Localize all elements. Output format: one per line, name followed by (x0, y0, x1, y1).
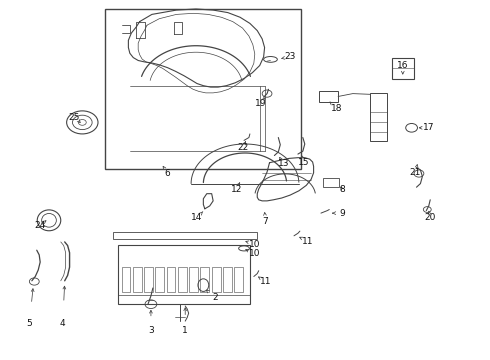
Text: 10: 10 (249, 240, 261, 248)
Bar (144, 267, 153, 292)
Text: 8: 8 (339, 185, 345, 194)
Text: 2: 2 (213, 292, 219, 302)
Text: 22: 22 (237, 143, 248, 152)
Text: 1: 1 (182, 326, 188, 335)
Text: 12: 12 (230, 185, 242, 194)
Text: 24: 24 (35, 220, 46, 230)
Text: 17: 17 (423, 123, 435, 132)
Bar (167, 267, 175, 292)
Bar (392, 58, 414, 79)
Text: 9: 9 (339, 209, 345, 217)
Text: 7: 7 (263, 217, 269, 226)
Bar (212, 267, 220, 292)
Bar (155, 267, 164, 292)
Text: 6: 6 (165, 169, 171, 178)
Bar (105, 9, 301, 169)
Text: 11: 11 (302, 237, 314, 246)
Text: 23: 23 (284, 53, 296, 62)
Bar (234, 267, 243, 292)
Text: 3: 3 (148, 326, 154, 335)
Text: 21: 21 (410, 168, 421, 177)
Text: 20: 20 (424, 213, 436, 222)
Text: 16: 16 (397, 61, 409, 70)
Text: 5: 5 (26, 319, 32, 328)
Text: 19: 19 (255, 99, 267, 108)
Bar (319, 91, 338, 102)
Text: 13: 13 (277, 159, 289, 168)
Bar (122, 267, 130, 292)
Text: 25: 25 (69, 112, 80, 122)
Bar (370, 93, 387, 141)
Text: 14: 14 (191, 213, 203, 222)
Bar (223, 267, 232, 292)
Bar (189, 267, 198, 292)
Bar (133, 267, 142, 292)
Bar (200, 267, 209, 292)
Text: 18: 18 (331, 104, 343, 113)
Bar (178, 267, 187, 292)
Text: 10: 10 (249, 249, 261, 258)
Text: 15: 15 (298, 158, 310, 167)
Bar (113, 232, 257, 239)
Bar (323, 178, 339, 187)
Text: 4: 4 (60, 319, 66, 328)
Bar (118, 245, 250, 304)
Text: 11: 11 (260, 277, 271, 286)
